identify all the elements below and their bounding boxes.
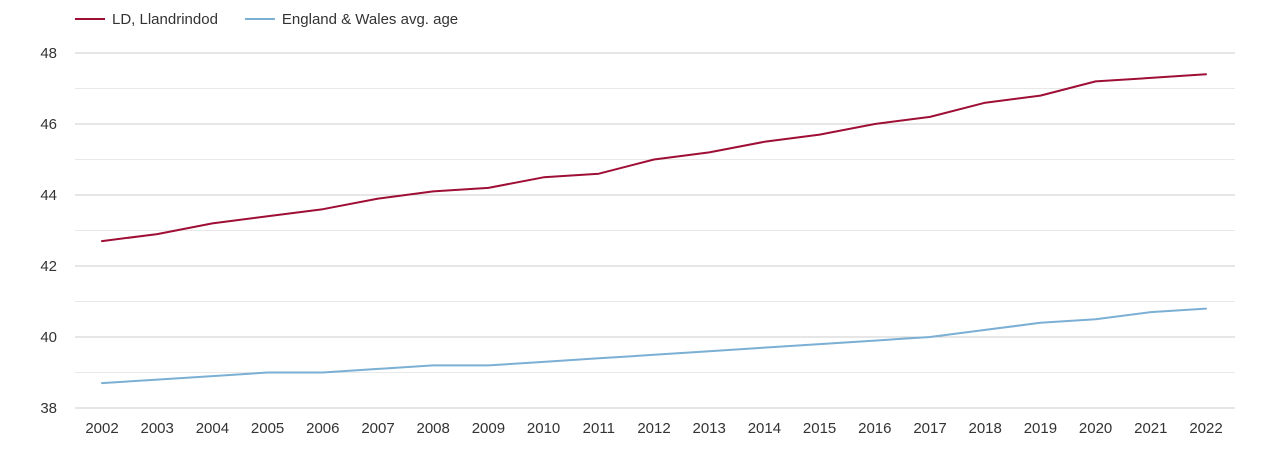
x-tick-label: 2011 [583, 420, 615, 437]
y-tick-label: 46 [40, 116, 57, 133]
y-tick-label: 42 [40, 258, 57, 275]
series-line-2 [101, 307, 1207, 385]
x-tick-label: 2008 [417, 420, 450, 437]
series-lines [101, 73, 1207, 385]
y-tick-label: 48 [40, 45, 57, 62]
legend: LD, Llandrindod England & Wales avg. age [75, 11, 458, 28]
x-tick-label: 2009 [472, 420, 505, 437]
y-axis-ticks: 38 40 42 44 46 48 [40, 45, 57, 417]
x-tick-label: 2010 [527, 420, 560, 437]
x-tick-label: 2004 [196, 420, 229, 437]
x-tick-label: 2002 [85, 420, 118, 437]
x-tick-label: 2013 [693, 420, 726, 437]
x-tick-label: 2018 [969, 420, 1002, 437]
series-line-1 [101, 73, 1207, 243]
x-tick-label: 2019 [1024, 420, 1057, 437]
x-axis-ticks: 2002 2003 2004 2005 2006 2007 2008 2009 2010 2011… [85, 420, 1222, 437]
gridlines [75, 52, 1235, 409]
x-tick-label: 2003 [141, 420, 174, 437]
x-tick-label: 2006 [306, 420, 339, 437]
legend-label: England & Wales avg. age [282, 11, 458, 28]
x-tick-label: 2014 [748, 420, 781, 437]
y-tick-label: 44 [40, 187, 57, 204]
y-tick-label: 40 [40, 329, 57, 346]
y-tick-label: 38 [40, 400, 57, 417]
x-tick-label: 2017 [913, 420, 946, 437]
x-tick-label: 2012 [637, 420, 670, 437]
x-tick-label: 2007 [361, 420, 394, 437]
x-tick-label: 2015 [803, 420, 836, 437]
x-tick-label: 2021 [1134, 420, 1167, 437]
x-tick-label: 2005 [251, 420, 284, 437]
x-tick-label: 2020 [1079, 420, 1112, 437]
x-tick-label: 2016 [858, 420, 891, 437]
x-tick-label: 2022 [1189, 420, 1222, 437]
legend-label: LD, Llandrindod [112, 11, 218, 28]
